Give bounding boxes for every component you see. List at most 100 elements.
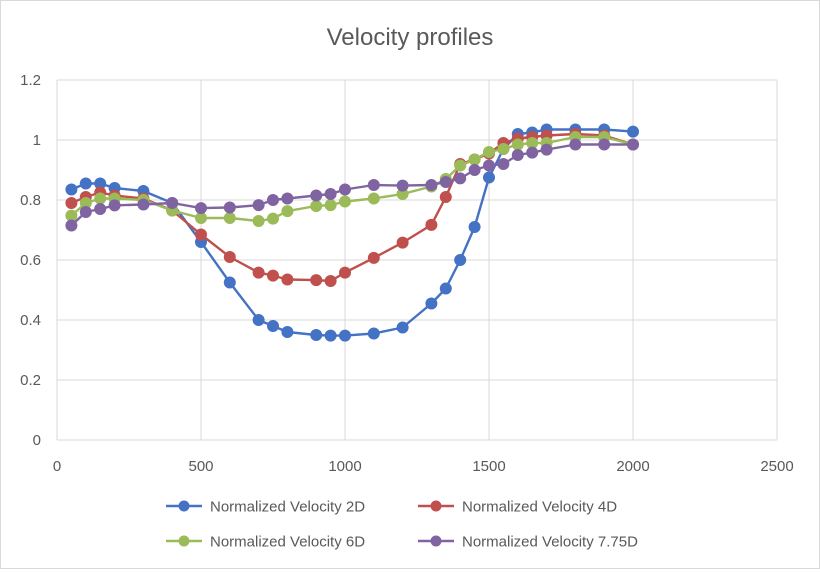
data-point [252, 266, 265, 279]
data-point [339, 195, 351, 208]
data-point [468, 164, 481, 176]
series-line [70, 143, 633, 227]
x-tick-label: 2000 [616, 458, 649, 475]
data-point [339, 329, 351, 342]
x-tick-label: 1000 [328, 458, 361, 475]
data-point [281, 273, 294, 286]
data-point [511, 138, 524, 151]
data-point [454, 172, 467, 185]
series-layer [65, 123, 639, 342]
data-point [79, 177, 92, 190]
data-point [267, 320, 279, 332]
legend-label: Normalized Velocity 6D [210, 534, 365, 551]
y-tick-label: 0.4 [20, 312, 41, 329]
data-point [166, 197, 179, 209]
legend-swatch-marker [430, 500, 442, 512]
data-point [252, 314, 265, 326]
gridlines [56, 79, 778, 441]
data-point [195, 228, 207, 241]
x-tick-label: 2500 [760, 458, 793, 475]
data-point [483, 146, 495, 158]
y-tick-label: 0 [33, 432, 41, 449]
data-point [324, 275, 337, 287]
axes: 0 0.2 0.4 0.6 0.8 1 1.2 0 500 1000 1500 2000 2500 [20, 72, 794, 475]
data-point [195, 202, 207, 215]
data-point [281, 205, 294, 218]
series-line [70, 128, 634, 337]
series-line [70, 135, 634, 223]
data-point [367, 251, 380, 264]
data-point [396, 321, 409, 334]
data-point [65, 183, 78, 196]
data-point [281, 326, 294, 338]
legend-label: Normalized Velocity 2D [210, 499, 365, 516]
x-tick-label: 500 [188, 458, 213, 475]
y-tick-label: 0.8 [20, 192, 41, 209]
x-tick-label: 0 [53, 458, 61, 475]
series-1 [65, 123, 639, 342]
data-point [367, 192, 380, 205]
data-point [425, 179, 438, 191]
data-point [367, 327, 380, 340]
data-point [267, 212, 279, 225]
legend: Normalized Velocity 2D Normalized Velocit… [166, 499, 638, 551]
data-point [223, 201, 236, 214]
data-point [79, 206, 92, 218]
data-point [627, 138, 639, 151]
data-point [396, 179, 409, 192]
series-2 [65, 128, 639, 287]
data-point [324, 188, 337, 200]
data-point [252, 199, 265, 212]
data-point [267, 194, 279, 206]
series-4 [65, 138, 639, 232]
data-point [310, 200, 323, 212]
data-point [195, 212, 207, 224]
data-point [425, 218, 438, 231]
data-point [65, 209, 78, 222]
legend-item: Normalized Velocity 6D [166, 534, 365, 551]
data-point [483, 159, 495, 172]
data-point [223, 251, 236, 263]
data-point [339, 183, 351, 196]
data-point [627, 125, 639, 138]
data-point [65, 219, 78, 232]
data-point [468, 221, 481, 233]
data-point [267, 269, 279, 282]
data-point [137, 198, 150, 211]
legend-item: Normalized Velocity 7.75D [418, 534, 638, 551]
data-point [439, 282, 452, 295]
y-tick-label: 1.2 [20, 72, 41, 89]
x-tick-label: 1500 [472, 458, 505, 475]
data-point [511, 149, 524, 161]
chart-title: Velocity profiles [327, 24, 494, 51]
data-point [94, 203, 107, 215]
data-point [526, 146, 539, 159]
data-point [339, 266, 351, 279]
legend-swatch-marker [178, 535, 190, 547]
data-point [65, 197, 78, 209]
y-tick-label: 0.6 [20, 252, 41, 269]
data-point [324, 199, 337, 212]
data-point [540, 143, 553, 156]
data-point [598, 138, 611, 151]
data-point [108, 199, 121, 212]
series-3 [65, 131, 639, 227]
data-point [454, 254, 467, 266]
data-point [223, 276, 236, 289]
data-point [483, 171, 495, 184]
data-point [439, 176, 452, 188]
legend-label: Normalized Velocity 7.75D [462, 534, 638, 551]
y-tick-label: 0.2 [20, 372, 41, 389]
data-point [396, 236, 409, 249]
data-point [281, 192, 294, 205]
legend-swatch-marker [430, 535, 442, 547]
data-point [454, 159, 467, 172]
series-line [70, 132, 634, 283]
data-point [310, 189, 323, 202]
data-point [324, 329, 337, 342]
data-point [439, 191, 452, 203]
data-point [310, 274, 323, 287]
data-point [367, 179, 380, 191]
